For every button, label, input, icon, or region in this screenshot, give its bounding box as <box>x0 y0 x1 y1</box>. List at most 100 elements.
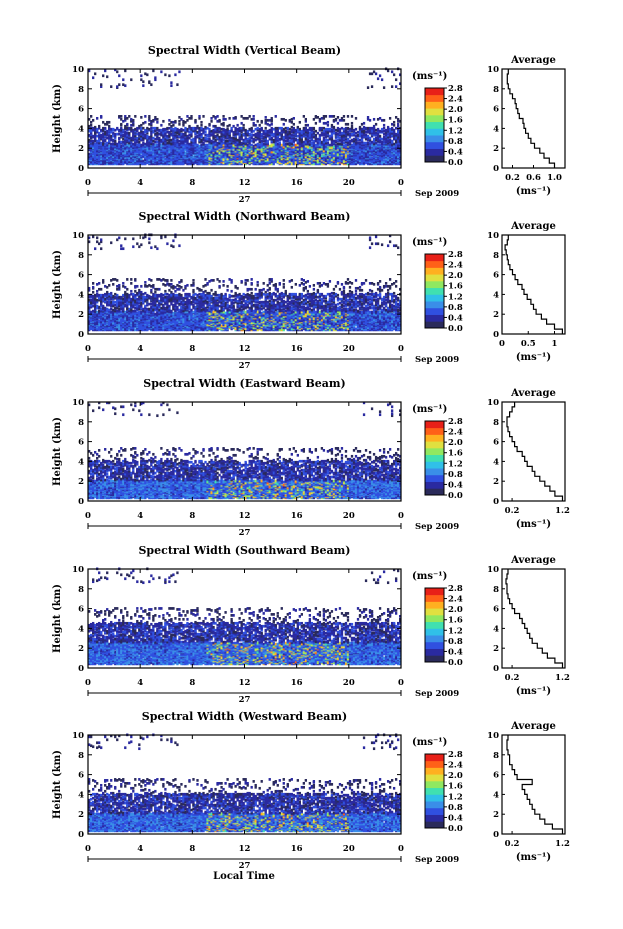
heatmap-cell <box>162 152 165 156</box>
heatmap-cell <box>382 86 386 89</box>
heatmap-cell <box>172 120 175 124</box>
heatmap-cell <box>126 122 129 126</box>
heatmap-cell <box>354 327 358 331</box>
heatmap-cell <box>320 116 324 120</box>
heatmap-cell <box>106 129 109 133</box>
heatmap-cell <box>122 149 125 153</box>
heatmap-cell <box>328 151 332 155</box>
heatmap-cell <box>276 160 279 164</box>
heatmap-cell <box>240 130 243 134</box>
heatmap-cell <box>150 142 153 146</box>
heatmap-cell <box>154 76 157 80</box>
heatmap-cell <box>122 137 125 141</box>
heatmap-cell <box>354 155 358 159</box>
heatmap-cell <box>150 134 153 138</box>
heatmap-cell <box>264 133 267 137</box>
heatmap-cell <box>366 141 370 145</box>
heatmap-cell <box>382 126 386 130</box>
heatmap-cell <box>178 70 181 74</box>
heatmap-cell <box>256 150 259 154</box>
heatmap-cell <box>224 132 227 136</box>
heatmap-cell <box>186 141 189 145</box>
heatmap-cell <box>268 144 271 148</box>
heatmap-cell <box>190 142 193 146</box>
heatmap-cell <box>318 117 322 121</box>
colorbar-segment <box>425 128 444 136</box>
heatmap-cell <box>348 135 352 139</box>
heatmap-cell <box>302 115 305 118</box>
heatmap-cell <box>108 133 111 137</box>
colorbar-tick-label: 1.2 <box>448 126 463 136</box>
heatmap-cell <box>298 138 301 142</box>
heatmap-cell <box>224 136 227 140</box>
heatmap-cell <box>252 129 255 133</box>
heatmap-cell <box>256 131 259 135</box>
heatmap-cell <box>96 134 99 138</box>
heatmap-cell <box>364 137 368 141</box>
heatmap-cell <box>268 128 271 132</box>
heatmap-cell <box>274 141 277 145</box>
heatmap-cell <box>296 143 299 147</box>
heatmap-cell <box>198 126 201 130</box>
heatmap-cell <box>150 160 153 164</box>
heatmap-cell <box>288 139 291 143</box>
heatmap-cell <box>154 140 157 144</box>
heatmap-cell <box>300 143 303 147</box>
heatmap-cell <box>152 152 155 156</box>
heatmap-cell <box>94 125 97 129</box>
heatmap-cell <box>118 136 121 140</box>
heatmap-cell <box>100 133 103 137</box>
heatmap-cell <box>242 143 245 147</box>
heatmap-cell <box>190 132 193 136</box>
heatmap-cell <box>92 155 95 159</box>
heatmap-cell <box>274 115 277 118</box>
heatmap-cell <box>90 143 93 147</box>
heatmap-cell <box>252 117 255 121</box>
heatmap-cell <box>324 141 328 145</box>
heatmap-cell <box>254 138 257 142</box>
heatmap-cell <box>278 153 281 157</box>
heatmap-cell <box>190 161 193 165</box>
heatmap-cell <box>378 116 382 120</box>
heatmap-cell <box>354 137 358 141</box>
heatmap-cell <box>334 139 338 143</box>
heatmap-cell <box>298 120 301 124</box>
heatmap-cell <box>366 86 370 89</box>
heatmap-cell <box>380 140 384 144</box>
heatmap-cell <box>222 147 225 151</box>
heatmap-cell <box>102 126 105 130</box>
heatmap-cell <box>382 141 386 145</box>
heatmap-cell <box>384 128 388 132</box>
heatmap-cell <box>130 129 133 133</box>
heatmap-cell <box>228 123 231 127</box>
heatmap-cell <box>92 139 95 143</box>
heatmap-cell <box>302 147 305 151</box>
heatmap-cell <box>90 160 93 164</box>
heatmap-cell <box>220 130 223 134</box>
heatmap-cell <box>246 116 249 120</box>
heatmap-cell <box>234 116 237 119</box>
heatmap-cell <box>156 131 159 135</box>
heatmap-cell <box>200 123 203 127</box>
heatmap-cell <box>314 135 318 139</box>
heatmap-cell <box>104 138 107 142</box>
heatmap-cell <box>392 142 396 146</box>
heatmap-cell <box>140 136 143 140</box>
heatmap-cell <box>170 138 173 142</box>
heatmap-cell <box>382 153 386 157</box>
heatmap-cell <box>118 83 121 87</box>
heatmap-cell <box>102 139 105 143</box>
heatmap-cell <box>258 138 261 142</box>
heatmap-cell <box>386 125 390 129</box>
heatmap-cell <box>294 137 297 141</box>
heatmap-cell <box>134 129 137 133</box>
heatmap-cell <box>276 130 279 134</box>
heatmap-cell <box>296 125 299 129</box>
heatmap-cell <box>148 135 151 139</box>
heatmap-cell <box>132 128 135 132</box>
heatmap-cell <box>134 134 137 138</box>
heatmap-cell <box>166 130 169 134</box>
heatmap-cell <box>392 157 396 161</box>
heatmap-cell <box>322 142 326 146</box>
